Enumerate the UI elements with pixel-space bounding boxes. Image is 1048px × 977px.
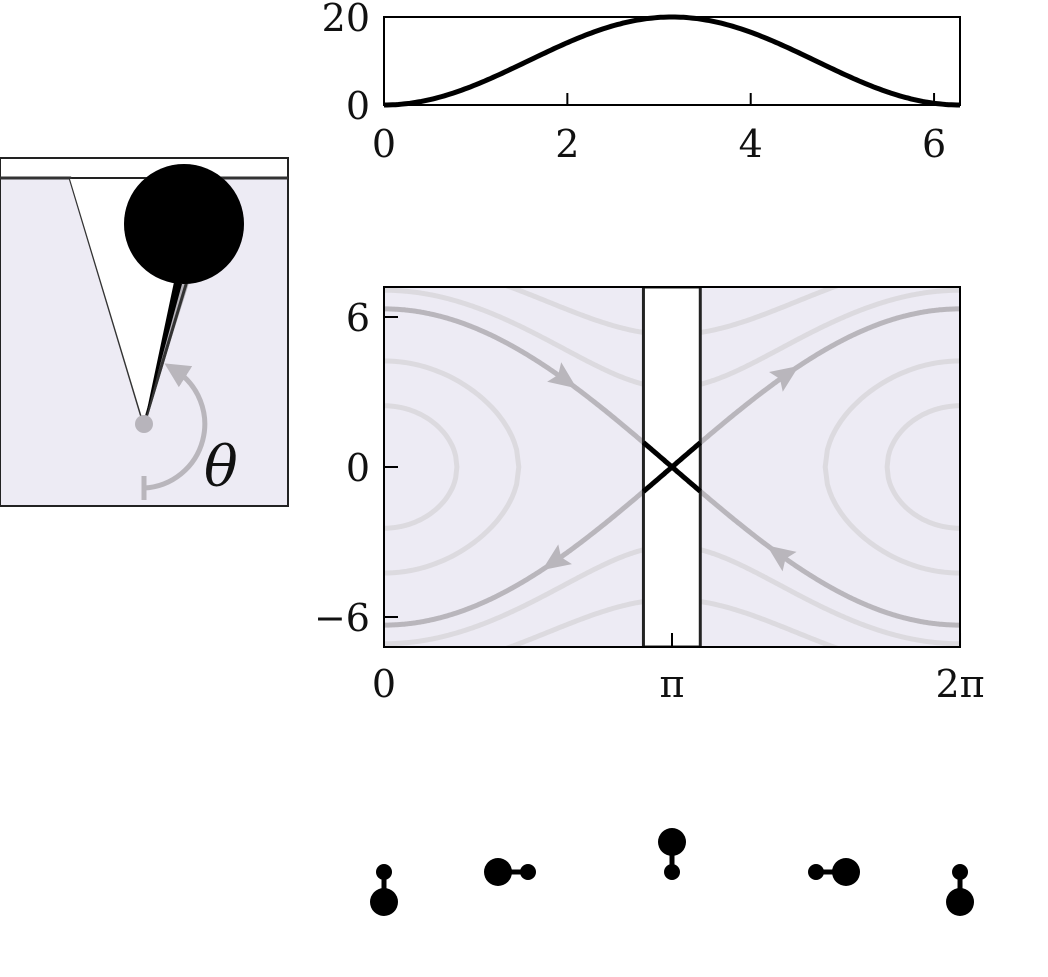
phase-x-tick-label: 2π (935, 662, 984, 706)
highlight-band (641, 287, 702, 647)
phase-y-tick-label: −6 (314, 596, 370, 640)
pendulum-state-bob-icon (658, 828, 687, 856)
potential-plot-frame (383, 16, 961, 106)
pendulum-states (370, 828, 975, 916)
pendulum-state-icon (946, 864, 975, 916)
potential-x-tick-label: 0 (372, 122, 396, 166)
pendulum-state-icon (484, 858, 537, 886)
phase-y-tick-label: 6 (346, 296, 370, 340)
potential-curve (384, 14, 960, 108)
potential-x-tick-label: 4 (739, 122, 763, 166)
schematic-top-strip (0, 157, 289, 179)
pendulum-state-pivot-icon (808, 864, 825, 880)
separatrix-arrows (542, 362, 799, 572)
angle-arrow-icon (143, 363, 208, 491)
pendulum-state-bob-icon (484, 858, 513, 886)
separatrix-arrow-icon (547, 362, 577, 389)
bob-icon (124, 164, 244, 284)
pendulum-state-bob-icon (832, 858, 861, 886)
pendulum-state-bob-icon (946, 888, 975, 916)
potential-x-tick-label: 2 (555, 122, 579, 166)
pendulum-state-icon (808, 858, 861, 886)
phase-y-ticks: −6 0 6 (314, 296, 398, 640)
pendulum-state-icon (658, 828, 687, 880)
pivot-icon (135, 415, 153, 433)
pendulum-state-pivot-icon (952, 864, 969, 880)
phase-contour (822, 358, 960, 576)
highlight-band-separatrix (641, 440, 702, 494)
pendulum-state-bob-icon (370, 888, 398, 916)
phase-portrait: 0 π 2π −606 (314, 286, 985, 706)
separatrix-arrow-icon (542, 544, 572, 571)
phase-contour (884, 403, 960, 531)
pendulum-state-pivot-icon (376, 864, 392, 880)
phase-x-tick-label: π (660, 662, 685, 706)
pendulum-schematic: θ (0, 157, 289, 507)
pendulum-state-pivot-icon (664, 864, 681, 880)
phase-y-tick-label: 0 (346, 446, 370, 490)
pendulum-state-icon (370, 864, 398, 916)
potential-y-tick-label: 0 (346, 84, 370, 128)
potential-chart: 0 2 4 6 0 20 (322, 0, 961, 166)
phase-x-ticks: 0 π 2π (372, 633, 985, 706)
potential-x-tick-label: 6 (922, 122, 946, 166)
potential-y-ticks: 0 20 (322, 0, 398, 128)
pendulum-state-pivot-icon (520, 864, 537, 880)
potential-x-ticks: 0 2 4 6 (372, 93, 946, 166)
separatrix-crossing-line (641, 440, 702, 494)
phase-contour (384, 358, 522, 576)
potential-y-tick-label: 20 (322, 0, 370, 40)
separatrix-arrow-icon (769, 365, 799, 392)
phase-x-tick-label: 0 (372, 662, 396, 706)
separatrix-arrow-icon (766, 545, 797, 572)
schematic-rod (144, 282, 182, 424)
phase-contour (384, 403, 460, 531)
theta-label: θ (204, 435, 238, 500)
